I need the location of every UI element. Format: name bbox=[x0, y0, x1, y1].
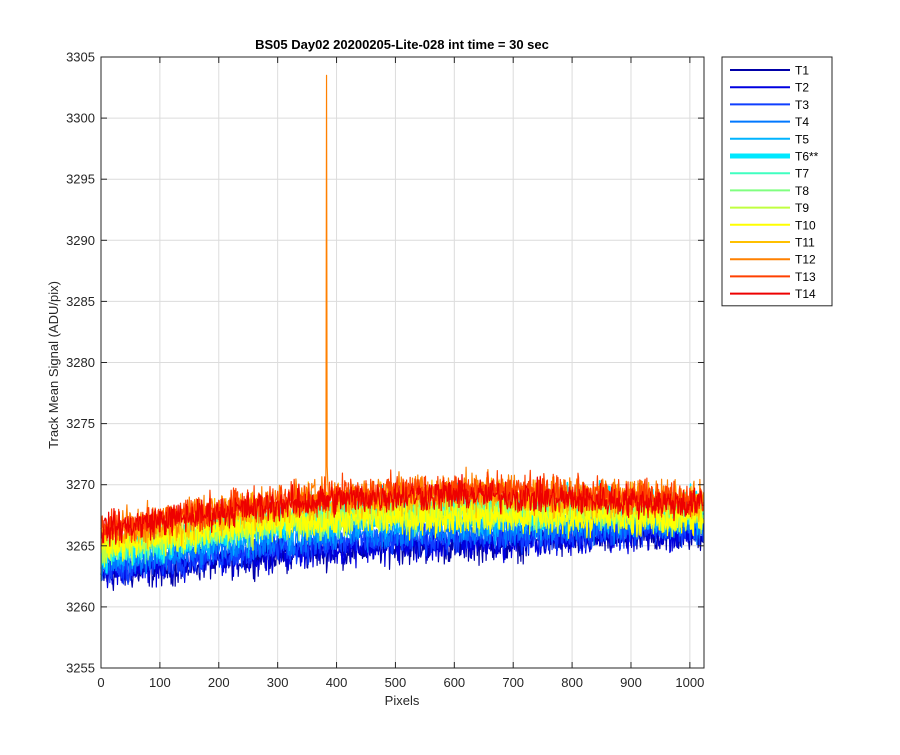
y-tick-label: 3275 bbox=[66, 416, 95, 431]
y-tick-label: 3260 bbox=[66, 599, 95, 614]
x-tick-label: 100 bbox=[149, 675, 171, 690]
x-tick-label: 400 bbox=[326, 675, 348, 690]
legend-entry-label: T4 bbox=[795, 115, 809, 129]
legend-entry-label: T1 bbox=[795, 64, 809, 78]
x-tick-label: 300 bbox=[267, 675, 289, 690]
legend-entry-label: T14 bbox=[795, 287, 816, 301]
y-axis-label: Track Mean Signal (ADU/pix) bbox=[46, 281, 61, 449]
legend: T1 T2 T3 T4 T5 T6** T7 T8 T9 T10 T11 T12 T13 T14 bbox=[721, 56, 833, 307]
y-tick-label: 3285 bbox=[66, 294, 95, 309]
legend-entry-label: T12 bbox=[795, 253, 816, 267]
series-lines bbox=[100, 74, 705, 592]
x-tick-label: 200 bbox=[208, 675, 230, 690]
x-tick-label: 0 bbox=[97, 675, 104, 690]
x-tick-label: 1000 bbox=[675, 675, 704, 690]
x-axis-label: Pixels bbox=[385, 693, 420, 708]
x-tick-label: 900 bbox=[620, 675, 642, 690]
legend-entry-label: T13 bbox=[795, 270, 816, 284]
y-tick-label: 3305 bbox=[66, 50, 95, 65]
y-tick-label: 3280 bbox=[66, 355, 95, 370]
x-tick-label: 500 bbox=[385, 675, 407, 690]
chart-title: BS05 Day02 20200205-Lite-028 int time = … bbox=[255, 37, 549, 52]
legend-entry-label: T7 bbox=[795, 167, 809, 181]
y-tick-label: 3295 bbox=[66, 172, 95, 187]
axes: 0 100 200 300 400 500 600 700 800 900 1000 3255 3260… bbox=[66, 50, 705, 690]
y-tick-label: 3290 bbox=[66, 233, 95, 248]
grid-lines bbox=[100, 56, 704, 669]
legend-entry-label: T2 bbox=[795, 81, 809, 95]
legend-entry-label: T5 bbox=[795, 132, 809, 146]
legend-entry-label: T9 bbox=[795, 201, 809, 215]
series-line-t14 bbox=[100, 474, 704, 547]
y-tick-label: 3270 bbox=[66, 477, 95, 492]
x-tick-label: 600 bbox=[443, 675, 465, 690]
legend-entry-label: T11 bbox=[795, 236, 815, 250]
legend-entry-label: T6** bbox=[795, 150, 819, 164]
legend-box bbox=[721, 56, 833, 307]
legend-entry-label: T10 bbox=[795, 218, 816, 232]
series-line-t10 bbox=[100, 493, 705, 562]
y-tick-label: 3300 bbox=[66, 111, 95, 126]
x-tick-label: 800 bbox=[561, 675, 583, 690]
legend-entry-label: T3 bbox=[795, 98, 809, 112]
legend-entry-label: T8 bbox=[795, 184, 809, 198]
x-tick-label: 700 bbox=[502, 675, 524, 690]
y-tick-label: 3255 bbox=[66, 661, 95, 676]
y-tick-label: 3265 bbox=[66, 538, 95, 553]
